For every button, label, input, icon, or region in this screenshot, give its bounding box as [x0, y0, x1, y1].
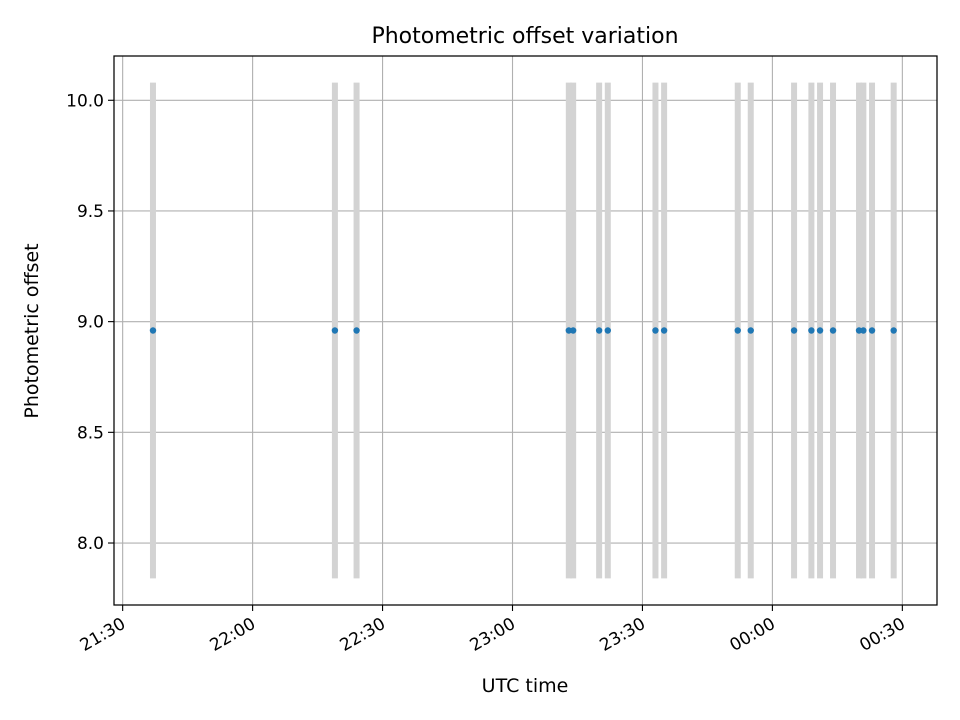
x-tick-label: 22:00 [207, 614, 259, 656]
data-point [604, 327, 611, 334]
data-point [868, 327, 876, 334]
x-tick-label: 22:30 [337, 614, 389, 656]
plot-frame [113, 55, 938, 606]
x-tick-label: 00:30 [856, 614, 908, 656]
x-axis-label: UTC time [482, 675, 569, 697]
y-tick-label: 8.5 [77, 423, 104, 443]
error-bars [149, 82, 897, 579]
data-point [808, 327, 815, 334]
y-axis-ticks: 8.0 8.5 9.0 9.5 10.0 [66, 91, 114, 554]
data-point [660, 327, 668, 334]
y-tick-label: 10.0 [66, 91, 104, 111]
data-point [860, 327, 867, 334]
x-tick-label: 23:00 [467, 614, 519, 656]
y-tick-label: 8.0 [77, 534, 104, 554]
x-tick-label: 00:00 [726, 614, 778, 656]
data-point [816, 327, 824, 334]
y-tick-label: 9.5 [77, 202, 104, 222]
data-point [149, 327, 157, 334]
y-axis-label: Photometric offset [21, 243, 43, 418]
data-point [734, 327, 741, 334]
grid [114, 56, 937, 605]
data-point [790, 327, 798, 334]
data-point [747, 327, 754, 334]
x-tick-label: 23:30 [597, 614, 649, 656]
data-point [829, 327, 837, 334]
data-point [331, 327, 339, 334]
data-point [569, 327, 577, 334]
data-point [652, 327, 659, 334]
data-point [353, 327, 360, 334]
x-axis-ticks: 21:30 22:00 22:30 23:00 23:30 00:00 00:30 [77, 605, 909, 656]
y-tick-label: 9.0 [77, 313, 104, 333]
x-tick-label: 21:30 [77, 614, 129, 656]
chart-title: Photometric offset variation [371, 24, 678, 49]
data-point [595, 327, 603, 334]
data-point [890, 327, 897, 334]
data-points [149, 327, 897, 334]
